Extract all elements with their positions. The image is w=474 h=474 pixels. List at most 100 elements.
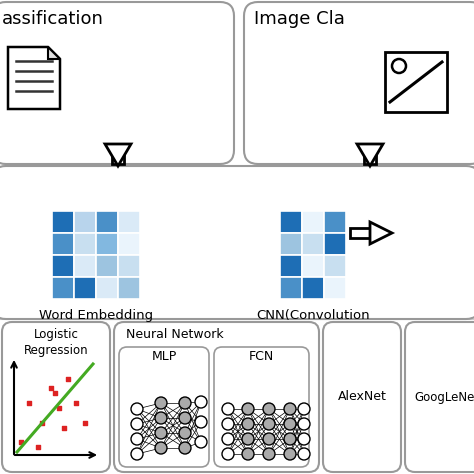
Circle shape <box>242 418 254 430</box>
Circle shape <box>155 442 167 454</box>
Circle shape <box>155 412 167 424</box>
Circle shape <box>179 427 191 439</box>
Circle shape <box>263 418 275 430</box>
Polygon shape <box>8 47 60 109</box>
Circle shape <box>284 418 296 430</box>
Text: FCN: FCN <box>249 350 274 363</box>
Point <box>64 375 72 383</box>
Bar <box>118 233 140 255</box>
Circle shape <box>131 418 143 430</box>
Circle shape <box>263 403 275 415</box>
Bar <box>112 144 124 164</box>
Bar <box>280 277 302 299</box>
Point <box>60 424 67 431</box>
Point <box>55 404 63 412</box>
FancyBboxPatch shape <box>0 2 234 164</box>
Circle shape <box>155 427 167 439</box>
FancyBboxPatch shape <box>244 2 474 164</box>
Text: assification: assification <box>2 10 104 28</box>
FancyBboxPatch shape <box>2 322 110 472</box>
Circle shape <box>222 433 234 445</box>
FancyBboxPatch shape <box>114 322 319 472</box>
FancyBboxPatch shape <box>405 322 474 472</box>
Circle shape <box>298 418 310 430</box>
Point <box>17 438 24 446</box>
Polygon shape <box>370 222 392 244</box>
Circle shape <box>195 416 207 428</box>
Point <box>26 399 33 407</box>
Circle shape <box>131 403 143 415</box>
Bar <box>324 211 346 233</box>
Text: GoogLeNet: GoogLeNet <box>414 391 474 403</box>
Bar <box>324 233 346 255</box>
Circle shape <box>179 397 191 409</box>
Point <box>82 419 89 427</box>
Bar <box>96 255 118 277</box>
Point <box>73 399 80 407</box>
Text: CNN(Convolution: CNN(Convolution <box>256 309 370 322</box>
Bar <box>280 233 302 255</box>
Bar <box>74 255 96 277</box>
Bar <box>52 211 74 233</box>
Bar <box>52 277 74 299</box>
Bar <box>118 255 140 277</box>
FancyBboxPatch shape <box>119 347 209 467</box>
Polygon shape <box>357 144 383 166</box>
Circle shape <box>222 448 234 460</box>
Bar <box>52 255 74 277</box>
Point <box>38 419 46 427</box>
Circle shape <box>284 433 296 445</box>
Point <box>34 443 42 451</box>
Circle shape <box>195 436 207 448</box>
Text: AlexNet: AlexNet <box>337 391 386 403</box>
Text: Image Cla: Image Cla <box>254 10 345 28</box>
FancyBboxPatch shape <box>214 347 309 467</box>
Bar <box>74 233 96 255</box>
Circle shape <box>155 397 167 409</box>
Circle shape <box>131 448 143 460</box>
Circle shape <box>263 448 275 460</box>
Bar <box>118 211 140 233</box>
Circle shape <box>298 448 310 460</box>
Bar <box>385 52 447 112</box>
Bar <box>350 228 370 238</box>
Text: MLP: MLP <box>151 350 177 363</box>
Circle shape <box>298 433 310 445</box>
Point <box>47 384 55 392</box>
Bar <box>364 144 376 164</box>
Bar <box>302 233 324 255</box>
Bar <box>280 211 302 233</box>
Circle shape <box>284 448 296 460</box>
Polygon shape <box>48 47 60 59</box>
Bar <box>302 211 324 233</box>
Bar <box>118 277 140 299</box>
Point <box>51 390 59 397</box>
Circle shape <box>242 433 254 445</box>
Circle shape <box>195 396 207 408</box>
Circle shape <box>263 433 275 445</box>
Text: Word Embedding: Word Embedding <box>39 309 153 322</box>
Circle shape <box>298 403 310 415</box>
Bar <box>74 277 96 299</box>
Bar <box>324 255 346 277</box>
Bar <box>324 277 346 299</box>
Circle shape <box>222 403 234 415</box>
Circle shape <box>179 412 191 424</box>
Bar <box>96 277 118 299</box>
Bar <box>96 233 118 255</box>
Bar <box>302 277 324 299</box>
Circle shape <box>222 418 234 430</box>
Text: Logistic
Regression: Logistic Regression <box>24 328 88 357</box>
Circle shape <box>284 403 296 415</box>
Bar <box>280 255 302 277</box>
Circle shape <box>242 403 254 415</box>
Bar <box>96 211 118 233</box>
Circle shape <box>131 433 143 445</box>
FancyBboxPatch shape <box>323 322 401 472</box>
Bar <box>52 233 74 255</box>
Bar <box>74 211 96 233</box>
Bar <box>302 255 324 277</box>
Polygon shape <box>105 144 131 166</box>
FancyBboxPatch shape <box>0 166 474 319</box>
Circle shape <box>179 442 191 454</box>
